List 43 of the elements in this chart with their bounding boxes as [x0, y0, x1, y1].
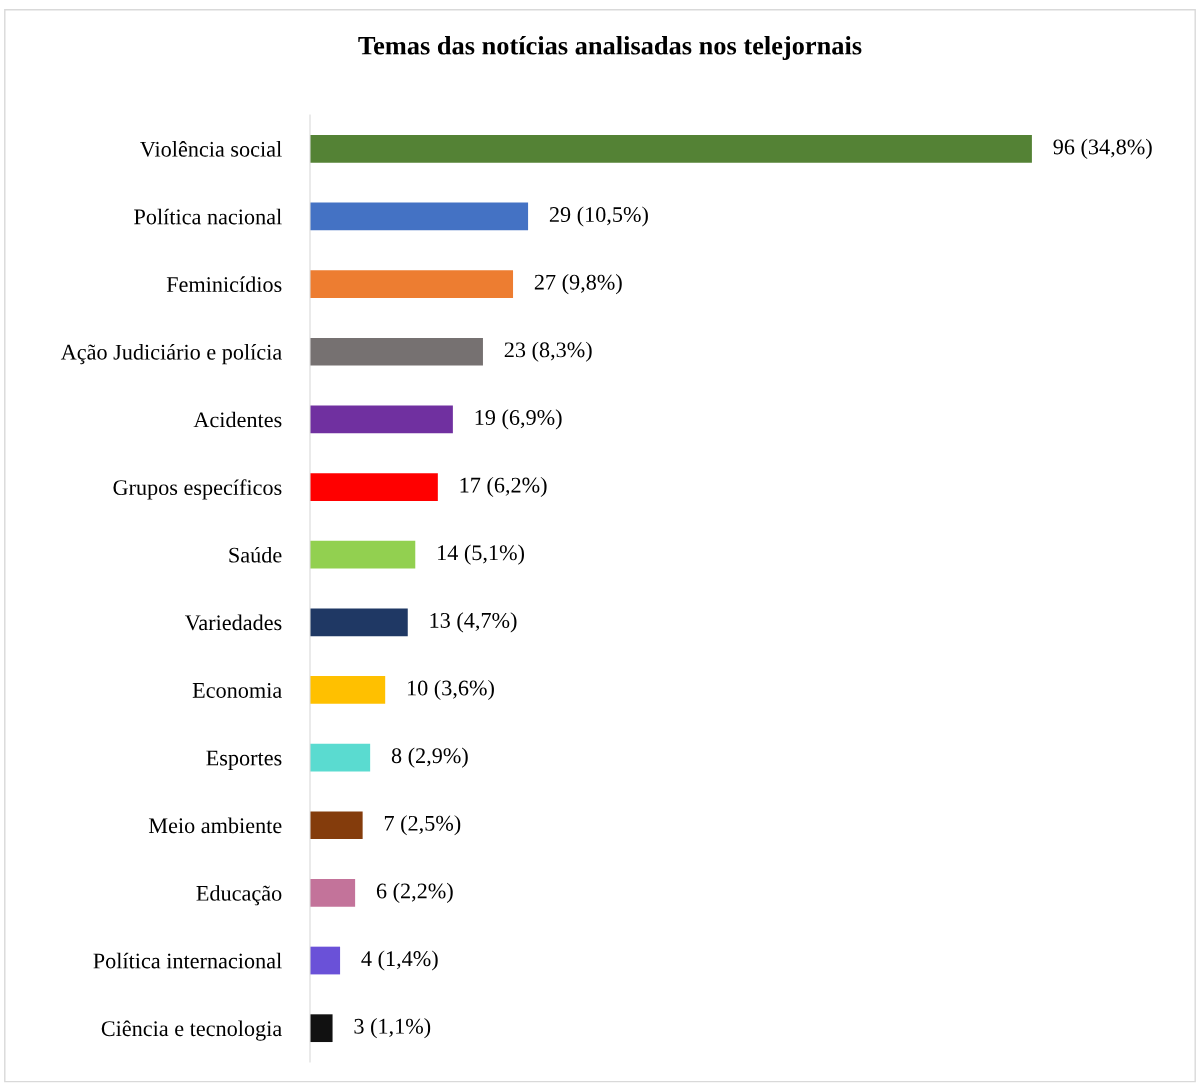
bar — [310, 540, 416, 569]
y-tick-label: Saúde — [229, 546, 282, 563]
data-label: 19 (6,9%) — [475, 409, 562, 430]
data-label: 29 (10,5%) — [549, 206, 648, 227]
y-tick-label: Política nacional — [134, 208, 282, 225]
bar — [310, 676, 386, 704]
y-tick-label: Ciência e tecnologia — [101, 1020, 282, 1041]
y-tick-label: Violência social — [140, 141, 282, 157]
data-label: 13 (4,7%) — [430, 612, 517, 633]
data-label: 23 (8,3%) — [504, 341, 592, 362]
bar — [310, 811, 363, 840]
y-tick-label: Política internacional — [93, 952, 282, 969]
data-label: 7 (2,5%) — [384, 815, 461, 836]
data-label: 27 (9,8%) — [534, 274, 622, 295]
y-tick-label: Grupos específicos — [113, 479, 282, 500]
data-label: 3 (1,1%) — [354, 1018, 431, 1039]
bar — [310, 270, 514, 298]
y-tick-label: Meio ambiente — [148, 817, 282, 834]
bar — [310, 1014, 333, 1043]
data-label: 96 (34,8%) — [1053, 138, 1152, 159]
data-label: 14 (5,1%) — [438, 544, 524, 565]
y-tick-label: Acidentes — [193, 411, 282, 428]
bar — [310, 743, 371, 772]
bar — [310, 405, 453, 434]
bar — [310, 946, 341, 975]
data-label: 4 (1,4%) — [361, 950, 438, 971]
data-label: 17 (6,2%) — [460, 476, 547, 498]
y-tick-label: Variedades — [184, 614, 282, 631]
chart-title: Temas das notícias analisadas nos telejornais — [358, 36, 862, 60]
bar — [310, 473, 438, 501]
y-tick-label: Feminicídios — [166, 276, 282, 293]
data-label: 6 (2,2%) — [376, 882, 453, 903]
data-label: 8 (2,9%) — [391, 747, 468, 768]
bar — [310, 608, 408, 637]
y-tick-label: Educação — [196, 885, 282, 906]
data-label: 10 (3,6%) — [407, 679, 494, 701]
bar — [310, 879, 356, 907]
y-tick-label: Economia — [192, 682, 282, 698]
y-tick-label: Ação Judiciário e polícia — [60, 344, 282, 365]
bar — [310, 337, 483, 366]
bar — [310, 134, 1032, 163]
bar — [310, 202, 529, 231]
y-tick-label: Esportes — [206, 750, 282, 771]
